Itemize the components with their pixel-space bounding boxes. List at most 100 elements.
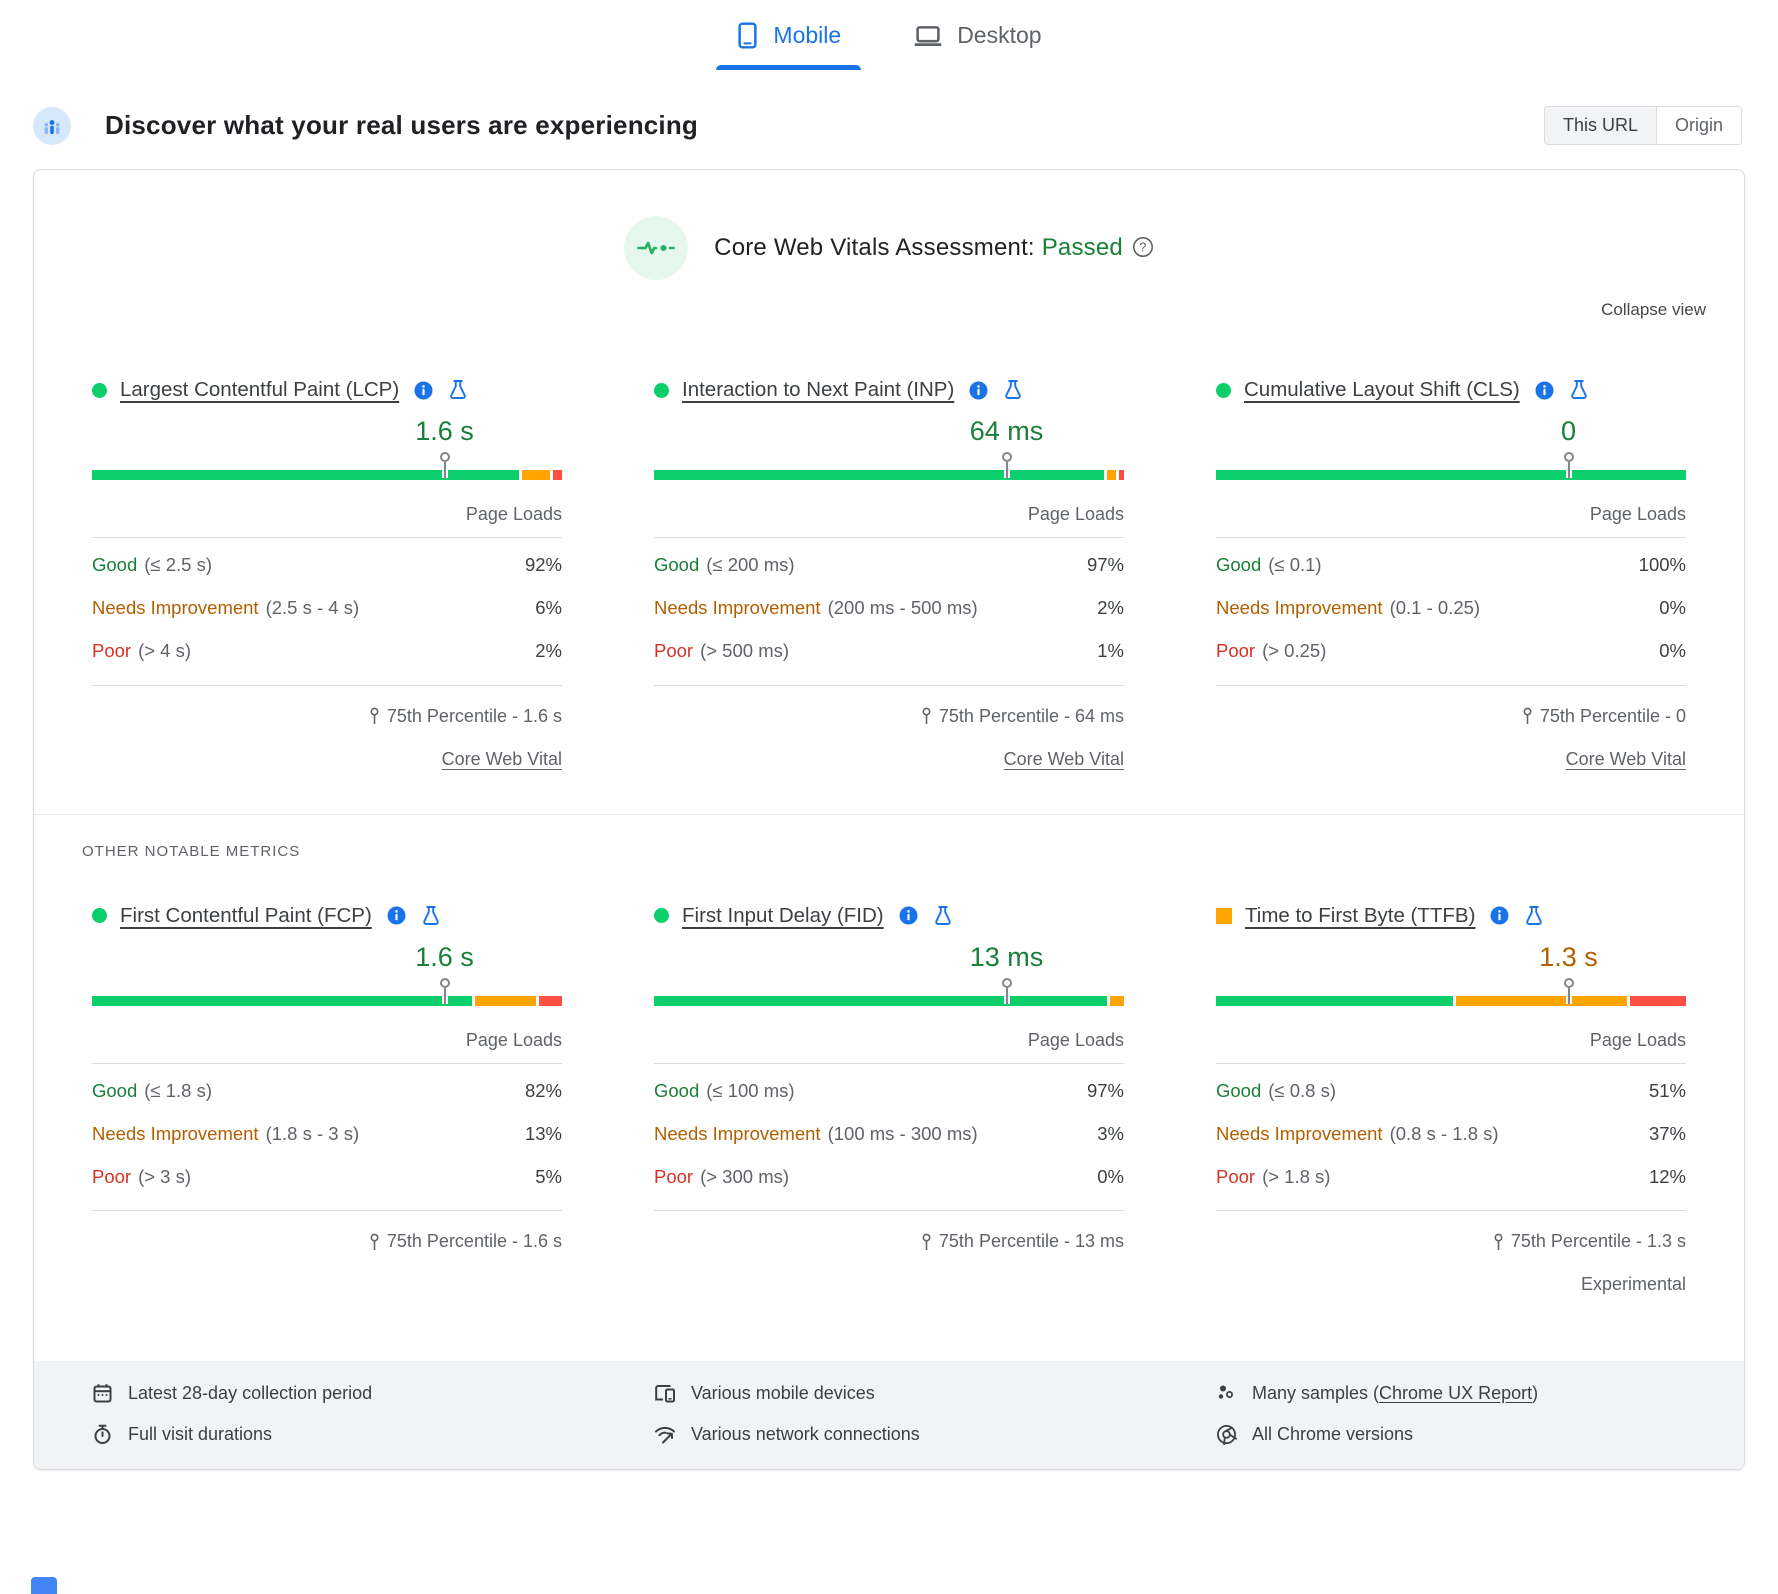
assessment-text: Core Web Vitals Assessment: Passed ? bbox=[714, 234, 1154, 262]
threshold-row: Poor (> 3 s) 5% bbox=[92, 1155, 562, 1198]
scope-toggle: This URL Origin bbox=[1543, 106, 1742, 145]
pin-glyph-icon bbox=[922, 707, 931, 724]
pin-glyph-icon bbox=[922, 1233, 931, 1250]
tab-mobile[interactable]: Mobile bbox=[716, 22, 862, 100]
metric-status-bullet bbox=[654, 382, 669, 398]
threshold-label: Good bbox=[92, 554, 138, 575]
threshold-row: Needs Improvement (100 ms - 300 ms) 3% bbox=[654, 1112, 1124, 1155]
tab-desktop[interactable]: Desktop bbox=[913, 22, 1042, 100]
page-loads-label: Page Loads bbox=[1589, 1029, 1686, 1050]
metric-rows: Good (≤ 2.5 s) 92% Needs Improvement (2.5 s … bbox=[92, 538, 562, 673]
stopwatch-icon bbox=[92, 1424, 113, 1445]
metric-status-bullet bbox=[1216, 907, 1232, 924]
help-icon[interactable]: ? bbox=[1132, 236, 1154, 258]
info-icon[interactable] bbox=[899, 906, 918, 925]
divider bbox=[92, 1210, 562, 1211]
threshold-range: (0.1 - 0.25) bbox=[1389, 597, 1481, 618]
threshold-percentage: 5% bbox=[535, 1165, 562, 1187]
threshold-row: Good (≤ 1.8 s) 82% bbox=[92, 1064, 562, 1113]
visit-durations-item: Full visit durations bbox=[92, 1424, 562, 1445]
metric-card: Cumulative Layout Shift (CLS) 0 Pa bbox=[1216, 378, 1686, 770]
percentile-line: 75th Percentile - 64 ms bbox=[654, 706, 1124, 727]
metric-title-link[interactable]: Interaction to Next Paint (INP) bbox=[682, 378, 955, 401]
percentile-pin-marker bbox=[1001, 452, 1012, 478]
info-icon[interactable] bbox=[969, 381, 988, 400]
experimental-flask-icon[interactable] bbox=[933, 905, 953, 927]
page-loads-label: Page Loads bbox=[1589, 504, 1686, 524]
metric-title-link[interactable]: Largest Contentful Paint (LCP) bbox=[120, 378, 400, 401]
experimental-flask-icon[interactable] bbox=[1569, 379, 1589, 401]
core-web-vital-link[interactable]: Core Web Vital bbox=[441, 748, 562, 769]
divider bbox=[1216, 537, 1686, 538]
chrome-ux-report-link[interactable]: Chrome UX Report bbox=[1379, 1383, 1533, 1403]
experimental-flask-icon[interactable] bbox=[1524, 905, 1544, 927]
experimental-flask-icon[interactable] bbox=[421, 905, 441, 927]
percentile-pin-marker bbox=[439, 977, 450, 1004]
experimental-flask-icon[interactable] bbox=[448, 379, 468, 401]
scope-this-url-button[interactable]: This URL bbox=[1544, 107, 1656, 144]
threshold-range: (> 1.8 s) bbox=[1262, 1165, 1331, 1187]
threshold-range: (200 ms - 500 ms) bbox=[827, 597, 978, 618]
threshold-label: Poor bbox=[654, 1165, 694, 1187]
experimental-flask-icon[interactable] bbox=[1003, 379, 1023, 401]
threshold-percentage: 92% bbox=[524, 554, 562, 575]
threshold-percentage: 37% bbox=[1648, 1122, 1686, 1144]
metric-title-link[interactable]: Cumulative Layout Shift (CLS) bbox=[1244, 378, 1520, 401]
threshold-label: Poor bbox=[1216, 640, 1256, 661]
devices-label: Various mobile devices bbox=[691, 1383, 875, 1403]
divider bbox=[654, 1062, 1124, 1064]
metric-value: 1.6 s bbox=[415, 941, 474, 972]
threshold-range: (> 500 ms) bbox=[700, 640, 790, 661]
info-icon[interactable] bbox=[387, 906, 406, 925]
threshold-label: Needs Improvement bbox=[92, 1122, 259, 1144]
metric-value: 0 bbox=[1560, 416, 1577, 446]
info-icon[interactable] bbox=[1535, 381, 1554, 400]
collection-period-item: Latest 28-day collection period bbox=[92, 1383, 562, 1404]
metric-title-link[interactable]: First Contentful Paint (FCP) bbox=[120, 903, 372, 927]
metric-rows: Good (≤ 1.8 s) 82% Needs Improvement (1.8 s … bbox=[92, 1064, 562, 1199]
threshold-label: Poor bbox=[1216, 1165, 1256, 1187]
pin-glyph-icon bbox=[1494, 1233, 1503, 1250]
threshold-label: Needs Improvement bbox=[654, 597, 821, 618]
metric-title-link[interactable]: Time to First Byte (TTFB) bbox=[1245, 903, 1476, 927]
percentile-text: 75th Percentile - 13 ms bbox=[938, 1231, 1124, 1251]
other-metrics-row: First Contentful Paint (FCP) 1.6 s bbox=[34, 904, 1744, 1296]
threshold-percentage: 51% bbox=[1648, 1079, 1686, 1101]
core-web-vital-link[interactable]: Core Web Vital bbox=[1003, 748, 1124, 769]
threshold-row: Poor (> 300 ms) 0% bbox=[654, 1155, 1124, 1198]
bar-poor-segment bbox=[1630, 995, 1686, 1006]
threshold-percentage: 2% bbox=[1097, 597, 1124, 618]
core-web-vital-link[interactable]: Core Web Vital bbox=[1565, 748, 1686, 769]
divider bbox=[1216, 684, 1686, 686]
info-icon[interactable] bbox=[1490, 906, 1509, 925]
bar-ni-segment bbox=[1110, 995, 1124, 1006]
metric-card: Time to First Byte (TTFB) 1.3 s Pa bbox=[1216, 904, 1686, 1296]
percentile-text: 75th Percentile - 1.6 s bbox=[386, 705, 562, 726]
threshold-range: (2.5 s - 4 s) bbox=[265, 597, 360, 618]
divider bbox=[92, 1062, 562, 1064]
samples-icon bbox=[1216, 1383, 1237, 1404]
calendar-icon bbox=[92, 1383, 113, 1404]
collapse-view-link[interactable]: Collapse view bbox=[1601, 300, 1706, 319]
page-loads-label: Page Loads bbox=[465, 1029, 562, 1050]
divider bbox=[654, 537, 1124, 538]
metric-rows: Good (≤ 100 ms) 97% Needs Improvement (100 m… bbox=[654, 1064, 1124, 1199]
page-title: Discover what your real users are experi… bbox=[105, 110, 699, 140]
assessment-header: Core Web Vitals Assessment: Passed ? bbox=[34, 170, 1744, 280]
metric-card: First Input Delay (FID) 13 ms Page bbox=[654, 904, 1124, 1296]
assessment-result: Passed bbox=[1041, 234, 1123, 261]
threshold-label: Good bbox=[654, 1079, 700, 1101]
threshold-range: (100 ms - 300 ms) bbox=[827, 1122, 978, 1144]
pin-glyph-icon bbox=[370, 707, 379, 724]
devices-icon bbox=[654, 1383, 676, 1404]
threshold-range: (1.8 s - 3 s) bbox=[265, 1122, 360, 1144]
bar-good-segment bbox=[92, 995, 473, 1006]
info-icon[interactable] bbox=[414, 381, 433, 400]
threshold-percentage: 0% bbox=[1659, 640, 1686, 661]
laptop-icon bbox=[913, 24, 943, 48]
network-item: Various network connections bbox=[654, 1424, 1124, 1445]
bar-poor-segment bbox=[552, 470, 562, 480]
percentile-pin-marker bbox=[439, 452, 450, 478]
scope-origin-button[interactable]: Origin bbox=[1655, 107, 1741, 144]
metric-title-link[interactable]: First Input Delay (FID) bbox=[682, 903, 884, 927]
